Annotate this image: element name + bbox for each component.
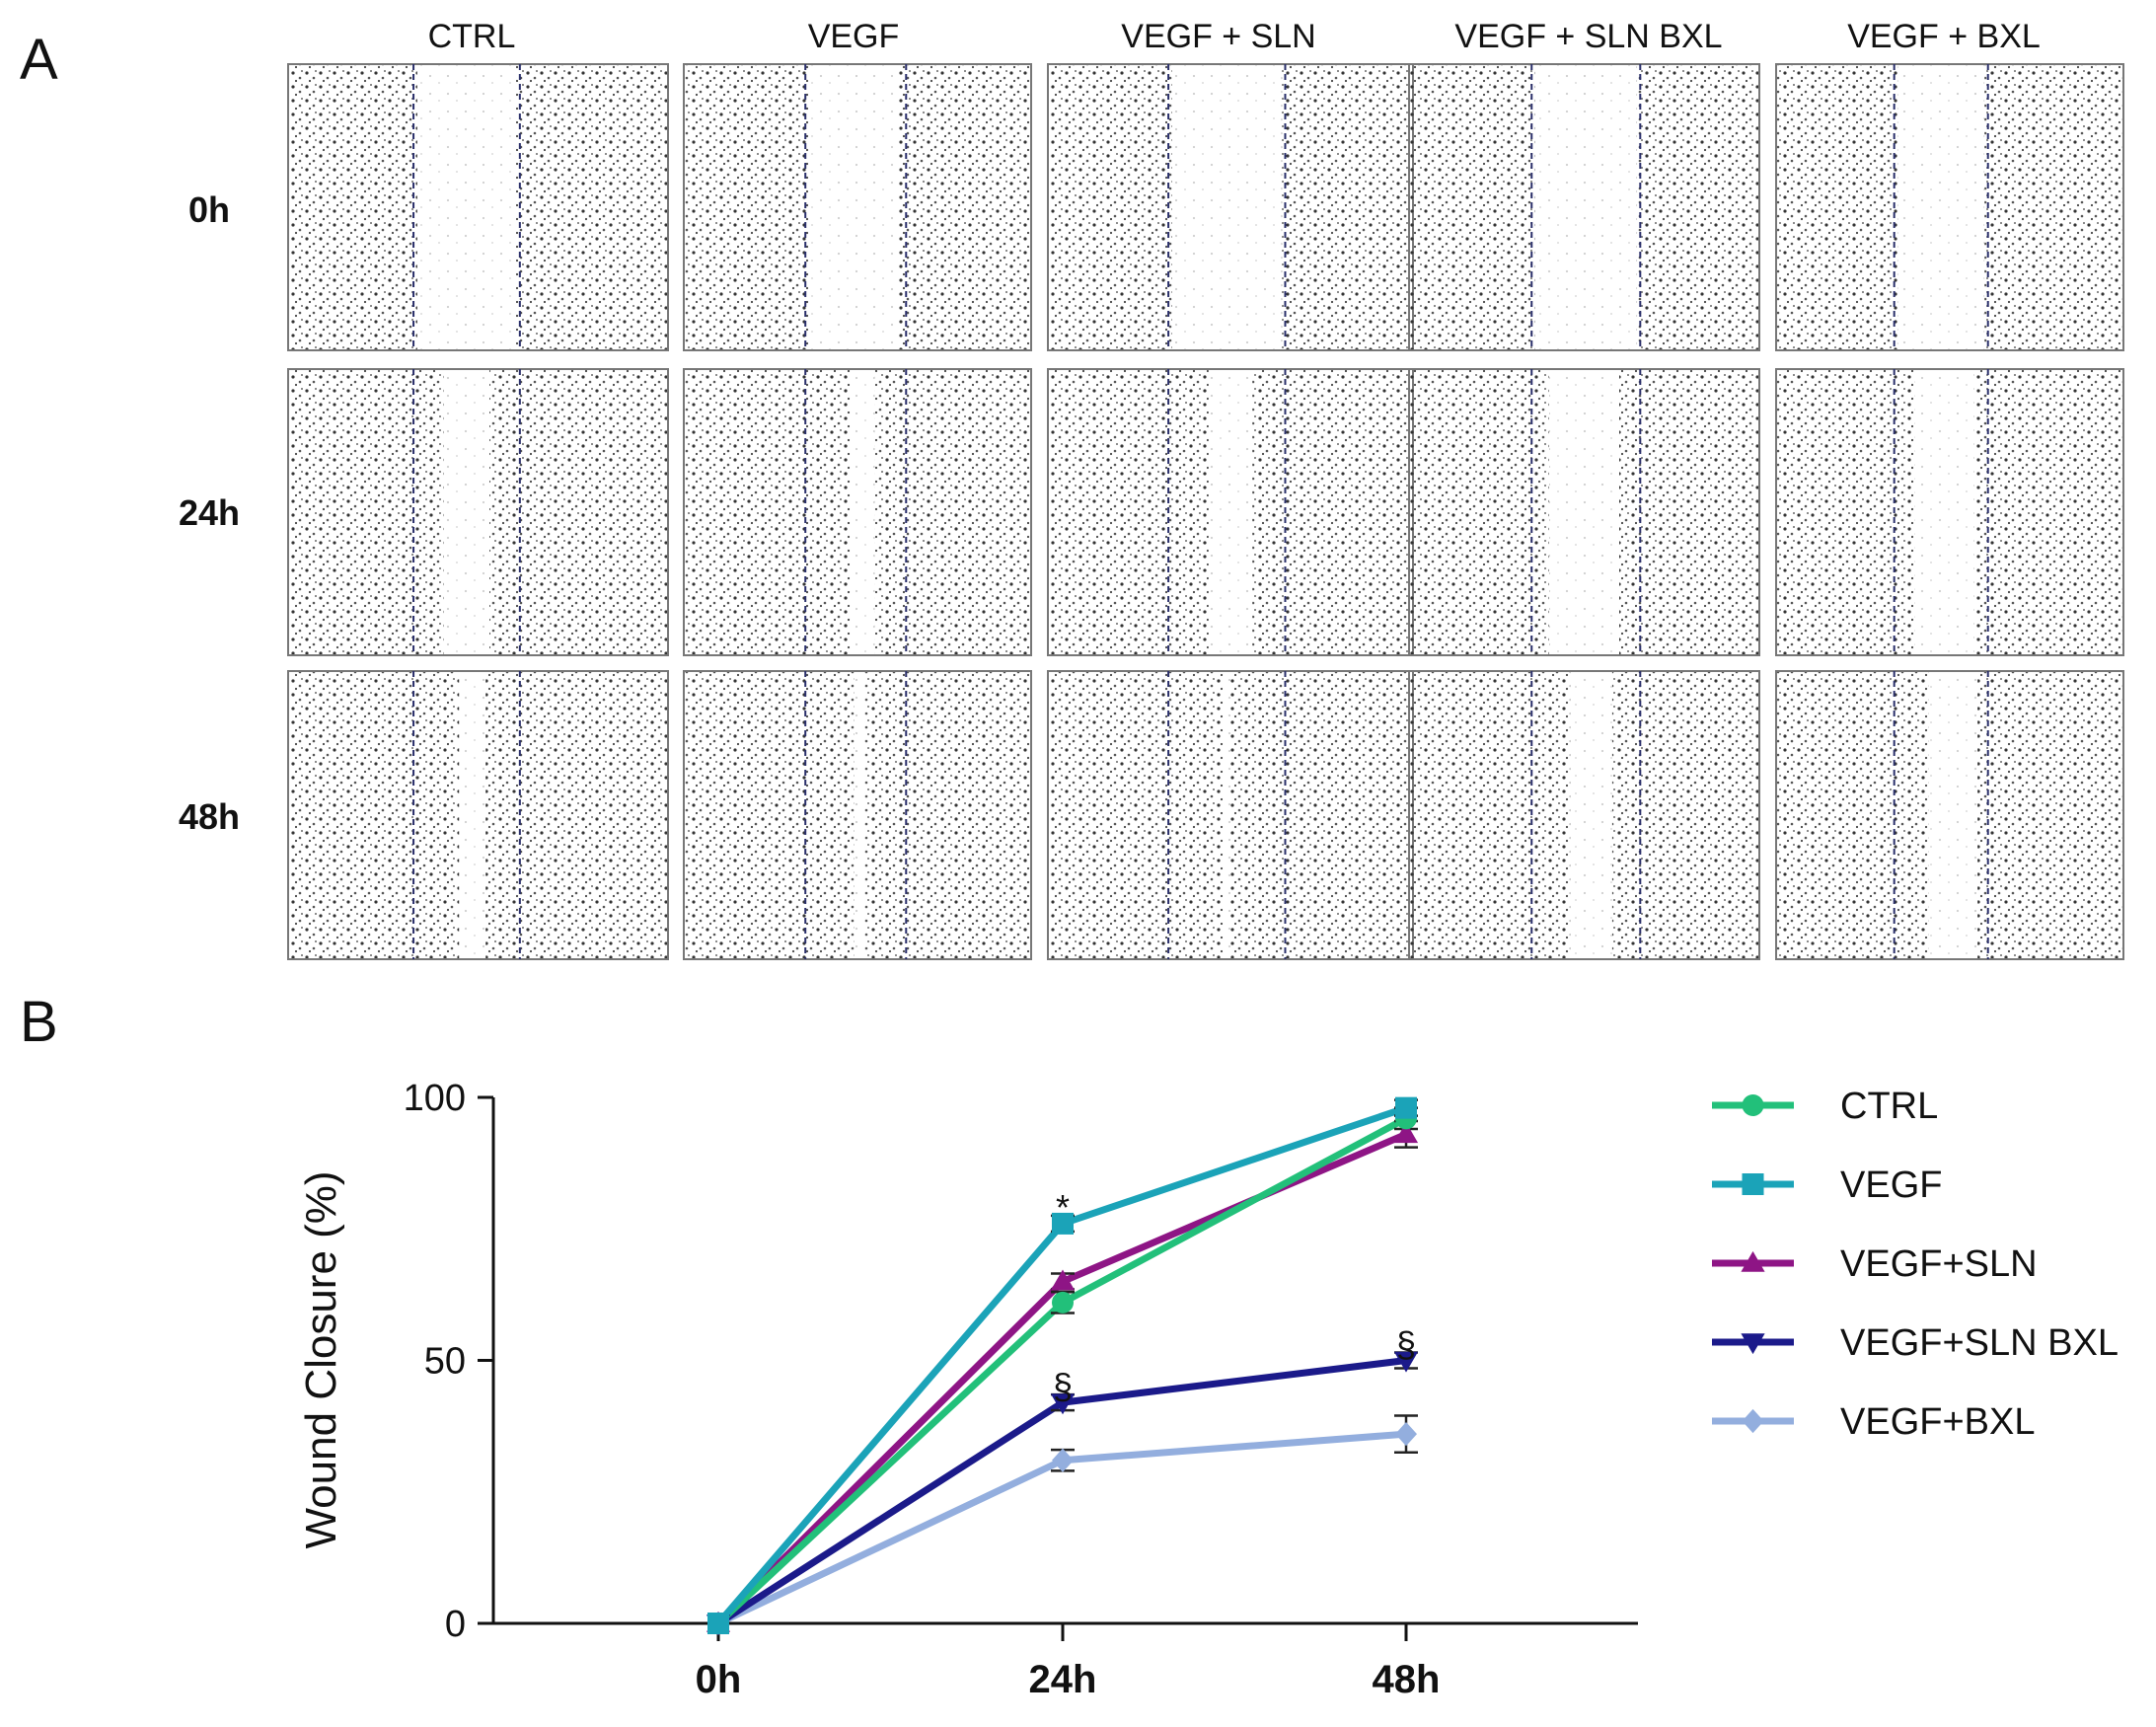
- row-labels: 0h 24h 48h: [179, 189, 240, 837]
- significance-annotations: * § §: [1053, 1187, 1416, 1406]
- panel-b-letter: B: [20, 990, 58, 1054]
- micrograph-image: [1408, 670, 1760, 960]
- micrograph-image: [1047, 63, 1414, 351]
- column-title-vegf: VEGF: [808, 18, 900, 55]
- legend-marker: [1741, 1250, 1765, 1272]
- column-title-vegf-bxl: VEGF + BXL: [1847, 18, 2041, 55]
- micrograph-image: [287, 368, 669, 656]
- significance-marker: §: [1053, 1366, 1073, 1406]
- legend-item: VEGF+BXL: [1712, 1401, 2035, 1443]
- micrograph-grid: [287, 63, 2124, 960]
- legend-label: VEGF: [1840, 1164, 1942, 1206]
- series-markers: [706, 1096, 1419, 1636]
- micrograph-image: [683, 670, 1032, 960]
- data-point: [1395, 1096, 1417, 1119]
- micrograph-image: [1408, 63, 1760, 351]
- column-title-vegf-sln: VEGF + SLN: [1121, 18, 1315, 55]
- data-point: [1052, 1212, 1074, 1235]
- micrograph-image: [1775, 670, 2124, 960]
- legend: CTRL VEGF VEGF+SLN VEGF+SLN BXL VEGF+BXL: [1712, 1086, 2119, 1443]
- legend-label: VEGF+BXL: [1840, 1401, 2035, 1443]
- significance-marker: *: [1056, 1187, 1070, 1228]
- micrograph-image: [1408, 368, 1760, 656]
- micrograph-image: [287, 63, 669, 351]
- legend-label: VEGF+SLN BXL: [1840, 1322, 2119, 1364]
- row-label-48h: 48h: [179, 796, 240, 837]
- row-label-24h: 24h: [179, 492, 240, 533]
- data-point: [1393, 1351, 1419, 1373]
- data-point: [1050, 1393, 1076, 1415]
- data-point: [1395, 1422, 1417, 1447]
- column-title-ctrl: CTRL: [428, 18, 516, 55]
- x-ticks: 0h 24h 48h: [696, 1623, 1441, 1701]
- micrograph-image: [1775, 368, 2124, 656]
- y-tick-label: 100: [404, 1078, 466, 1119]
- legend-label: VEGF+SLN: [1840, 1243, 2038, 1285]
- legend-marker: [1742, 1408, 1764, 1434]
- column-titles: CTRL VEGF VEGF + SLN VEGF + SLN BXL VEGF…: [428, 18, 2041, 55]
- legend-marker: [1741, 1333, 1765, 1355]
- row-label-0h: 0h: [188, 189, 230, 230]
- legend-item: CTRL: [1712, 1086, 1938, 1127]
- micrograph-image: [1047, 368, 1414, 656]
- legend-marker: [1742, 1094, 1764, 1116]
- x-tick-label: 24h: [1029, 1658, 1097, 1701]
- micrograph-image: [683, 63, 1032, 351]
- y-tick-label: 0: [445, 1604, 466, 1645]
- data-point: [1393, 1122, 1419, 1144]
- y-ticks: 0 50 100: [404, 1078, 493, 1645]
- panel-a-letter: A: [20, 28, 58, 92]
- data-point: [1050, 1269, 1076, 1291]
- x-tick-label: 48h: [1373, 1658, 1441, 1701]
- x-tick-label: 0h: [696, 1658, 742, 1701]
- data-point: [1052, 1291, 1074, 1314]
- micrograph-image: [1775, 63, 2124, 351]
- y-axis-title: Wound Closure (%): [297, 1170, 345, 1548]
- significance-marker: §: [1396, 1324, 1416, 1365]
- legend-item: VEGF: [1712, 1164, 1942, 1206]
- wound-closure-chart: Wound Closure (%) 0 50 100 0h 24h 48h * § §: [297, 1078, 1638, 1701]
- y-tick-label: 50: [424, 1341, 466, 1383]
- micrograph-image: [683, 368, 1032, 656]
- legend-item: VEGF+SLN BXL: [1712, 1322, 2119, 1364]
- column-title-vegf-sln-bxl: VEGF + SLN BXL: [1454, 18, 1722, 55]
- data-point: [707, 1613, 729, 1634]
- legend-item: VEGF+SLN: [1712, 1243, 2038, 1285]
- micrograph-image: [1047, 670, 1414, 960]
- micrograph-image: [287, 670, 669, 960]
- legend-marker: [1742, 1173, 1764, 1195]
- data-point: [1052, 1448, 1074, 1472]
- legend-label: CTRL: [1840, 1086, 1938, 1127]
